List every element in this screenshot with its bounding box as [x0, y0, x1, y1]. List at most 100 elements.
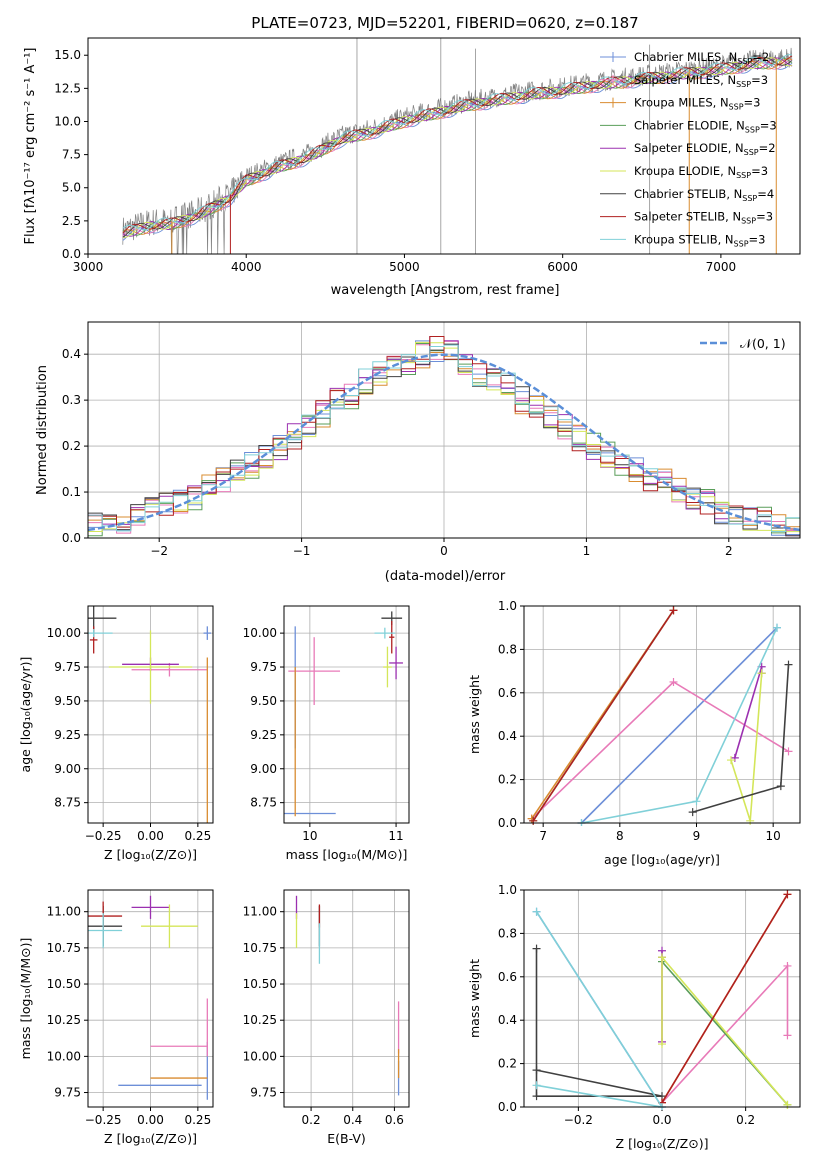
model-line-5 [122, 57, 793, 238]
mass-weight-vs-Z-marker-6-1 [532, 1092, 541, 1101]
mass-weight-vs-Z-ytick-label: 0.0 [498, 1100, 517, 1114]
mass-vs-EBV-ytick-label: 10.50 [243, 977, 277, 991]
age-vs-mass-ytick-label: 10.00 [243, 626, 277, 640]
age-vs-Z-axes: −0.25 0.00 0.25 8.75 9.00 9.25 9.50 9.75 10.00 [47, 606, 213, 843]
residuals-ytick-label: 0.2 [62, 439, 81, 453]
mass-weight-vs-age-xtick-label: 8 [616, 829, 624, 843]
mass-weight-vs-Z-series-6 [535, 948, 663, 1097]
residuals-ytick-label: 0.1 [62, 485, 81, 499]
legend-subscript-7: SSP [741, 217, 756, 226]
mass-weight-vs-Z-marker-1-1 [783, 961, 792, 970]
spectrum-xtick-label: 6000 [547, 260, 578, 274]
residuals-ytick-label: 0.3 [62, 393, 81, 407]
mass-weight-vs-Z-marker-7-1 [783, 890, 792, 899]
residuals-xtick-label: 1 [583, 544, 591, 558]
spectrum-xtick-label: 5000 [389, 260, 420, 274]
mass-weight-vs-age-xtick-label: 7 [539, 829, 547, 843]
residuals-xtick-label: −1 [293, 544, 311, 558]
legend-label-7: Salpeter STELIB, NSSP=3 [634, 210, 773, 226]
age-vs-mass-ytick-label: 9.25 [250, 728, 277, 742]
residuals-xlabel: (data-model)/error [385, 569, 506, 584]
age-vs-Z-ytick-label: 9.25 [54, 728, 81, 742]
mass-vs-EBV-ytick-label: 9.75 [250, 1086, 277, 1100]
legend-subscript-8: SSP [734, 239, 749, 248]
mass-weight-vs-age-series-1 [531, 680, 789, 820]
mass-weight-vs-Z-marker-5-0 [658, 1040, 666, 1049]
mass-vs-Z-xtick-label: 0.25 [184, 1113, 211, 1127]
age-vs-Z-ytick-label: 10.00 [47, 626, 81, 640]
legend-subscript-2: SSP [729, 103, 744, 112]
mass-vs-EBV-xlabel: E(B-V) [327, 1131, 366, 1146]
spectrum-xtick-label: 7000 [706, 260, 737, 274]
residual-hist-8 [88, 344, 800, 532]
mass-weight-vs-Z-ytick-label: 0.2 [498, 1057, 517, 1071]
age-vs-Z-ytick-label: 9.50 [54, 694, 81, 708]
spectrum-ytick-label: 10.0 [54, 114, 81, 128]
mass-weight-vs-Z-ylabel: mass weight [467, 959, 482, 1038]
legend-rest-0: =2 [752, 50, 769, 64]
age-vs-mass-xtick-label: 11 [388, 829, 403, 843]
mass-vs-EBV-axes: 0.2 0.4 0.6 9.75 10.00 10.25 10.50 10.75 11.00 [243, 890, 409, 1127]
residuals-legend: 𝒩(0, 1) [700, 336, 786, 351]
legend-label-8: Kroupa STELIB, NSSP=3 [634, 232, 765, 248]
age-vs-mass-xlabel: mass [log₁₀(M/M⊙)] [286, 847, 408, 862]
residuals-hist [88, 336, 800, 537]
spectrum-frame [87, 37, 801, 255]
mass-weight-vs-Z-ytick-label: 0.4 [498, 1013, 517, 1027]
residuals-frame [87, 321, 801, 539]
mass-vs-Z-ylabel: mass [log₁₀(M/M⊙)] [18, 938, 33, 1060]
mass-weight-vs-age-lines [527, 606, 793, 826]
legend-rest-8: =3 [749, 232, 766, 246]
mass-weight-vs-Z-marker-8-0 [532, 907, 541, 916]
legend-label-5: Kroupa ELODIE, NSSP=3 [634, 164, 768, 180]
mass-weight-vs-age-ytick-label: 0.2 [498, 773, 517, 787]
normal-curve [88, 353, 800, 532]
age-vs-mass-ytick-label: 8.75 [250, 796, 277, 810]
residual-hist-7 [88, 336, 800, 530]
mass-vs-Z-xtick-label: −0.25 [85, 1113, 122, 1127]
legend-rest-1: =3 [751, 73, 768, 87]
mass-weight-vs-age-ytick-label: 0.8 [498, 642, 517, 656]
mass-vs-Z-ytick-label: 10.75 [47, 941, 81, 955]
mass-weight-vs-age-marker-1-2 [784, 747, 793, 756]
mass-weight-vs-Z-ytick-label: 0.6 [498, 970, 517, 984]
mass-weight-vs-age-marker-5-1 [746, 816, 755, 825]
mass-weight-vs-age-series-7 [532, 609, 675, 822]
age-vs-Z-ytick-label: 9.75 [54, 660, 81, 674]
mass-weight-vs-Z-marker-6-0 [532, 944, 541, 953]
mass-weight-vs-age-marker-6-1 [776, 782, 785, 791]
mass-weight-vs-age-ytick-label: 0.0 [498, 816, 517, 830]
spectrum-axes: 3000 4000 5000 6000 7000 0.0 2.5 5.0 7.5 10.0 12.5… [54, 48, 736, 274]
age-vs-mass-axes: 10 11 8.75 9.00 9.25 9.50 9.75 10.00 [243, 606, 409, 843]
mass-weight-vs-Z-marker-5-1 [658, 953, 666, 962]
legend-rest-5: =3 [751, 164, 768, 178]
mass-weight-vs-age-xtick-label: 9 [693, 829, 701, 843]
mass-vs-Z-ytick-label: 10.50 [47, 977, 81, 991]
legend-label-1: Salpeter MILES, NSSP=3 [634, 73, 768, 89]
residuals-xtick-label: −2 [150, 544, 168, 558]
mass-vs-Z-ytick-label: 10.00 [47, 1049, 81, 1063]
mass-vs-Z-ytick-label: 9.75 [54, 1086, 81, 1100]
age-vs-Z-xtick-label: 0.25 [184, 829, 211, 843]
legend-label-6: Chabrier STELIB, NSSP=4 [634, 187, 774, 203]
legend-subscript-3: SSP [745, 125, 760, 134]
spectrum-lines [122, 38, 793, 254]
spectrum-xtick-label: 4000 [231, 260, 262, 274]
legend-subscript-0: SSP [737, 57, 752, 66]
legend-label-4: Salpeter ELODIE, NSSP=2 [634, 141, 776, 157]
mass-vs-EBV-frame [283, 889, 410, 1108]
mass-weight-vs-age-marker-8-1 [692, 797, 701, 806]
model-line-6 [122, 57, 793, 238]
mass-weight-vs-age-marker-6-0 [688, 808, 697, 817]
chart-title: PLATE=0723, MJD=52201, FIBERID=0620, z=0… [251, 14, 638, 32]
mass-vs-EBV-ytick-label: 10.75 [243, 941, 277, 955]
mass-weight-vs-Z-xlabel: Z [log₁₀(Z/Z⊙)] [616, 1136, 709, 1151]
legend-subscript-1: SSP [736, 80, 751, 89]
age-vs-mass-xtick-label: 10 [302, 829, 317, 843]
age-vs-Z-xtick-label: 0.00 [137, 829, 164, 843]
mass-vs-EBV-ytick-label: 11.00 [243, 905, 277, 919]
legend-rest-7: =3 [756, 210, 773, 224]
mass-weight-vs-Z-marker-1-2 [783, 1031, 792, 1040]
mass-weight-vs-age-marker-1-1 [669, 677, 678, 686]
